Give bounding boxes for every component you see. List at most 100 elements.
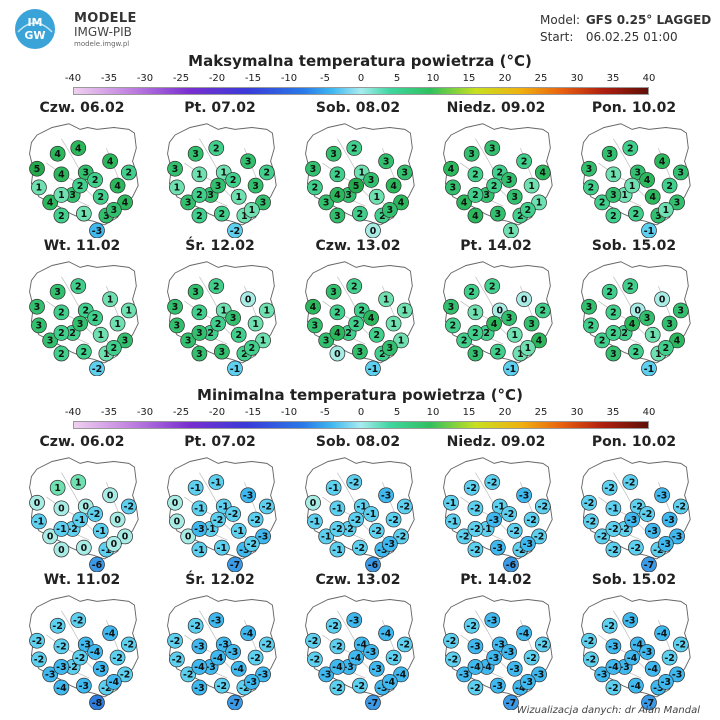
station-value: 1 <box>75 477 82 488</box>
station-circle <box>534 636 551 653</box>
brand-url[interactable]: modele.imgw.pl <box>74 40 130 48</box>
station-value: -2 <box>183 670 193 681</box>
station-value: -7 <box>368 698 378 709</box>
station-marker: 4 <box>53 166 70 183</box>
station-value: 2 <box>77 181 84 192</box>
station-circle <box>393 528 409 545</box>
station-marker: 3 <box>329 207 346 224</box>
station-circle <box>247 315 264 332</box>
station-value: 3 <box>511 192 518 203</box>
station-marker: -3 <box>639 644 655 660</box>
station-marker: -3 <box>486 649 502 666</box>
station-value: -1 <box>481 524 491 535</box>
station-marker: 4 <box>534 164 551 181</box>
station-value: 2 <box>588 183 595 194</box>
station-circle <box>393 332 409 349</box>
station-value: 0 <box>122 532 129 543</box>
station-circle <box>639 310 655 326</box>
station-value: -3 <box>239 545 249 556</box>
start-value: 06.02.25 01:00 <box>585 30 678 44</box>
station-marker: 1 <box>102 291 118 308</box>
station-circle <box>87 172 103 188</box>
station-marker: 1 <box>624 177 640 194</box>
station-circle <box>396 636 413 653</box>
station-value: -3 <box>321 670 331 681</box>
station-value: -2 <box>586 655 596 666</box>
station-circle <box>318 332 335 349</box>
station-circle <box>42 194 59 211</box>
station-marker: 2 <box>70 278 87 294</box>
station-value: 4 <box>114 181 121 192</box>
station-value: -4 <box>357 640 368 651</box>
station-value: 1 <box>398 336 405 347</box>
station-circle <box>467 500 484 517</box>
station-circle <box>227 694 243 710</box>
station-circle <box>191 500 208 517</box>
station-value: -1 <box>101 545 111 556</box>
station-marker: 3 <box>307 317 323 334</box>
station-marker: -2 <box>605 521 622 537</box>
station-circle <box>467 166 484 183</box>
station-value: 4 <box>310 302 317 313</box>
station-circle <box>501 172 517 188</box>
station-circle <box>605 345 622 362</box>
station-value: 0 <box>185 532 192 543</box>
station-value: -1 <box>96 526 106 537</box>
station-circle <box>53 638 70 655</box>
station-circle <box>76 677 92 694</box>
station-circle <box>486 511 502 528</box>
station-value: -2 <box>332 642 342 653</box>
station-value: 1 <box>81 209 88 220</box>
station-circle <box>191 345 208 362</box>
station-circle <box>346 474 363 490</box>
station-value: 2 <box>75 281 82 292</box>
station-circle <box>661 177 678 194</box>
station-circle <box>240 487 256 504</box>
station-marker: 3 <box>169 317 185 334</box>
station-marker: 2 <box>191 304 208 321</box>
station-marker: 2 <box>87 310 103 326</box>
station-marker: 0 <box>117 528 133 545</box>
station-circle <box>385 511 402 528</box>
station-value: -2 <box>372 526 382 537</box>
min-scale-bar <box>73 421 649 429</box>
station-marker: 3 <box>381 202 398 218</box>
station-marker: -2 <box>581 632 597 649</box>
station-marker: -2 <box>225 506 241 522</box>
station-value: 0 <box>370 226 377 237</box>
station-value: 2 <box>235 330 242 341</box>
station-marker: 2 <box>210 315 226 332</box>
station-circle <box>258 498 275 515</box>
station-marker: 3 <box>180 194 197 211</box>
station-circle <box>523 315 540 332</box>
station-value: 1 <box>260 336 267 347</box>
station-value: -4 <box>648 664 659 675</box>
forecast-panel: Niedz. 09.02 4 3 3 2 4 3 2 2 1 4 3 3 1 4 3 2 2 3 2 2 1 <box>426 100 566 238</box>
station-marker: 0 <box>365 222 381 238</box>
station-value: 2 <box>196 190 203 201</box>
station-circle <box>240 625 256 642</box>
station-circle <box>247 511 264 528</box>
station-marker: -2 <box>305 632 321 649</box>
station-marker: -2 <box>467 521 484 537</box>
station-circle <box>601 479 618 496</box>
station-value: 3 <box>196 349 203 360</box>
station-circle <box>53 325 70 341</box>
station-marker: -2 <box>346 474 363 490</box>
station-marker: 1 <box>191 166 208 183</box>
station-marker: -3 <box>490 539 506 556</box>
station-circle <box>214 205 230 222</box>
station-marker: -2 <box>501 506 517 522</box>
station-circle <box>105 202 122 218</box>
station-value: 1 <box>97 330 104 341</box>
station-circle <box>657 674 674 690</box>
station-circle <box>583 513 599 530</box>
station-value: -3 <box>219 640 229 651</box>
station-circle <box>654 291 670 308</box>
station-value: 3 <box>185 336 192 347</box>
station-circle <box>501 506 517 522</box>
forecast-panel: Wt. 11.02 -2 -2 -2 -4 -2 -2 -2 -3 -2 -3 -2 -3 -2 -4 -3-… <box>12 572 152 710</box>
station-value: 1 <box>655 349 662 360</box>
station-circle <box>72 177 88 194</box>
station-marker: -2 <box>87 506 103 522</box>
